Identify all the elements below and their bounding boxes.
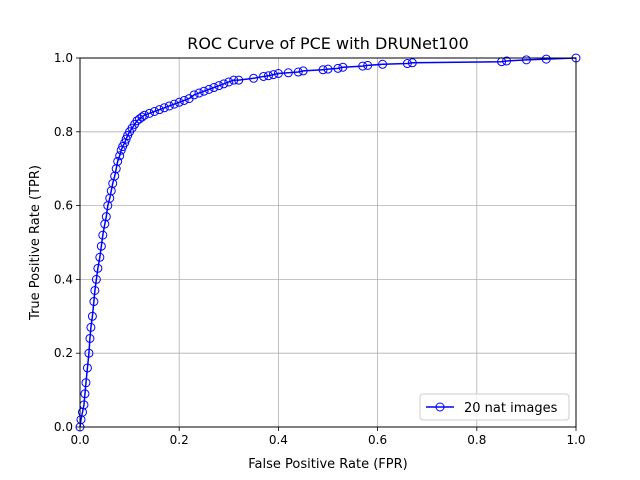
chart-title: ROC Curve of PCE with DRUNet100 — [187, 34, 469, 53]
roc-point — [91, 274, 101, 284]
legend-label: 20 nat images — [464, 401, 558, 416]
roc-point — [273, 69, 283, 78]
roc-point — [204, 84, 214, 94]
roc-point — [81, 378, 91, 388]
roc-point — [521, 55, 531, 65]
roc-point — [263, 71, 273, 81]
roc-point — [159, 103, 169, 113]
roc-point — [80, 389, 90, 399]
roc-point — [137, 112, 147, 122]
roc-point — [149, 107, 159, 116]
roc-point — [338, 62, 348, 72]
legend: 20 nat images — [419, 393, 570, 421]
roc-point — [154, 105, 164, 115]
roc-point — [283, 68, 293, 78]
roc-point — [318, 65, 328, 75]
x-tick-label: 0.8 — [467, 433, 486, 447]
roc-point — [87, 311, 97, 321]
roc-point — [113, 156, 123, 166]
roc-point — [293, 67, 303, 77]
series-layer — [75, 53, 581, 432]
x-tick-label: 0.6 — [368, 433, 387, 447]
roc-point — [144, 108, 154, 118]
roc-point — [96, 241, 106, 251]
roc-point — [363, 60, 373, 70]
y-tick-label: 0.2 — [54, 346, 73, 360]
roc-point — [229, 75, 239, 85]
roc-point — [174, 97, 184, 107]
roc-point — [358, 61, 368, 71]
roc-point — [194, 88, 204, 98]
y-axis-label: True Positive Rate (TPR) — [28, 165, 43, 321]
plot-frame — [79, 57, 577, 428]
roc-point — [164, 101, 174, 111]
roc-point — [86, 322, 96, 332]
roc-point — [82, 363, 92, 373]
x-tick-label: 0.4 — [269, 433, 288, 447]
roc-series-line — [79, 57, 577, 428]
grid-lines — [79, 57, 577, 428]
x-tick-label: 0.2 — [170, 433, 189, 447]
y-tick-label: 0.0 — [54, 420, 73, 434]
y-tick-label: 1.0 — [54, 51, 73, 65]
roc-point — [139, 110, 149, 120]
roc-point — [214, 81, 224, 91]
roc-point — [378, 59, 388, 69]
roc-point — [224, 77, 234, 87]
roc-point — [101, 212, 111, 222]
roc-point — [98, 230, 108, 240]
roc-point — [84, 348, 94, 358]
roc-point — [259, 71, 269, 81]
roc-point — [199, 86, 209, 96]
x-tick-label: 0.0 — [70, 433, 89, 447]
roc-point — [402, 59, 412, 69]
roc-point — [89, 297, 99, 307]
roc-point — [85, 333, 95, 343]
roc-point — [298, 66, 308, 76]
roc-point — [90, 285, 100, 295]
roc-point — [189, 90, 199, 100]
roc-point — [169, 99, 179, 109]
y-tick-label: 0.4 — [54, 272, 73, 286]
roc-point — [541, 54, 551, 64]
x-axis-label: False Positive Rate (FPR) — [248, 457, 407, 472]
roc-point — [219, 79, 229, 89]
axis-ticks: 0.0 0.2 0.4 0.6 0.8 1.0 0.0 0.2 0.4 0.6 0.8 1.0 — [54, 51, 586, 447]
roc-point — [93, 263, 103, 273]
legend-marker — [435, 402, 445, 412]
y-tick-label: 0.8 — [54, 125, 73, 139]
y-tick-label: 0.6 — [54, 199, 73, 213]
roc-point — [323, 64, 333, 74]
roc-point — [115, 151, 125, 161]
roc-point — [209, 83, 219, 93]
roc-point — [234, 75, 244, 85]
legend-box — [419, 393, 570, 421]
roc-point — [333, 63, 343, 73]
roc-point — [249, 73, 259, 83]
roc-point — [502, 56, 512, 66]
roc-point — [95, 252, 105, 262]
roc-point — [407, 58, 417, 68]
x-tick-label: 1.0 — [566, 433, 585, 447]
roc-point — [179, 95, 189, 105]
roc-point — [268, 70, 278, 80]
